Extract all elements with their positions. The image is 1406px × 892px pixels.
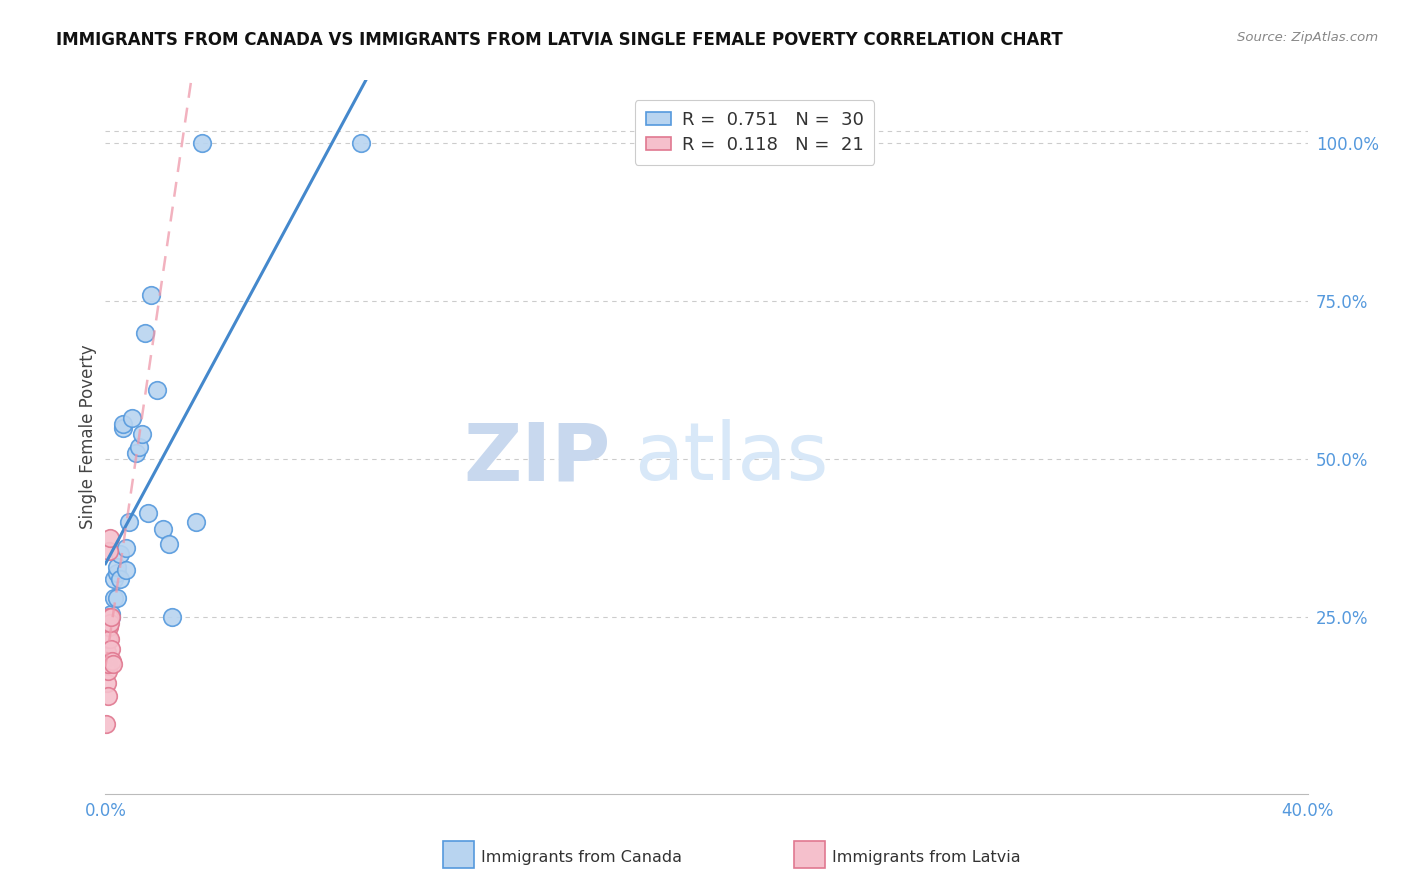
Point <box>96 676 118 690</box>
Point <box>96 657 118 672</box>
Point <box>145 383 167 397</box>
Text: ZIP: ZIP <box>463 419 610 498</box>
Point <box>98 610 121 624</box>
Point <box>98 616 121 631</box>
Point <box>160 610 183 624</box>
Point <box>128 440 150 454</box>
Point <box>350 136 373 151</box>
Point <box>184 516 207 530</box>
Point <box>97 689 120 703</box>
Point <box>96 632 118 647</box>
Point <box>112 417 135 432</box>
Point <box>94 717 117 731</box>
Point <box>107 591 129 606</box>
Point <box>100 607 122 621</box>
Point <box>152 522 174 536</box>
Text: atlas: atlas <box>634 419 828 498</box>
Point <box>107 559 129 574</box>
Point <box>96 645 118 659</box>
Point <box>100 610 122 624</box>
Point <box>134 326 156 340</box>
Point <box>100 641 122 656</box>
Point <box>190 136 212 151</box>
Point <box>124 446 146 460</box>
Point <box>110 572 132 586</box>
Point <box>131 426 153 441</box>
Point <box>97 664 120 678</box>
Point <box>100 610 122 624</box>
Point <box>115 541 138 555</box>
Point <box>115 563 138 577</box>
Point <box>101 654 124 668</box>
Text: IMMIGRANTS FROM CANADA VS IMMIGRANTS FROM LATVIA SINGLE FEMALE POVERTY CORRELATI: IMMIGRANTS FROM CANADA VS IMMIGRANTS FRO… <box>56 31 1063 49</box>
Point <box>110 547 132 561</box>
Legend: R =  0.751   N =  30, R =  0.118   N =  21: R = 0.751 N = 30, R = 0.118 N = 21 <box>634 100 875 165</box>
Point <box>96 635 118 649</box>
Point <box>103 572 125 586</box>
Point <box>97 616 120 631</box>
Text: Source: ZipAtlas.com: Source: ZipAtlas.com <box>1237 31 1378 45</box>
Point <box>96 651 118 665</box>
Point <box>118 516 141 530</box>
Y-axis label: Single Female Poverty: Single Female Poverty <box>79 345 97 529</box>
Point <box>103 591 125 606</box>
Point <box>112 420 135 434</box>
Point <box>107 566 129 580</box>
Point <box>101 657 124 672</box>
Point <box>97 657 120 672</box>
Point <box>97 619 120 633</box>
Point <box>121 411 143 425</box>
Point <box>139 288 162 302</box>
Point <box>136 506 159 520</box>
Point <box>98 619 121 633</box>
Point <box>96 645 118 659</box>
Point <box>97 543 120 558</box>
Text: Immigrants from Latvia: Immigrants from Latvia <box>832 850 1021 864</box>
Point <box>157 537 180 551</box>
Point <box>98 531 121 545</box>
Point <box>98 632 121 647</box>
Text: Immigrants from Canada: Immigrants from Canada <box>481 850 682 864</box>
